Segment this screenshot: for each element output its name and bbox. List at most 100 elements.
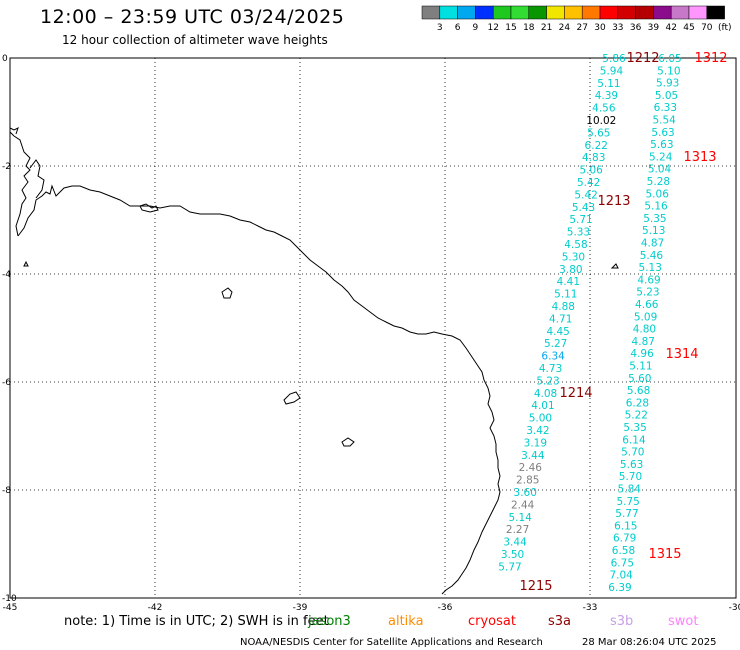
- wave-height-value: 5.68: [627, 385, 650, 397]
- colorbar-label: 3: [437, 23, 443, 33]
- wave-height-value: 10.02: [586, 115, 616, 127]
- generated-timestamp: 28 Mar 08:26:04 UTC 2025: [582, 637, 717, 648]
- colorbar-swatch: [439, 5, 458, 20]
- satellite-legend-swot: swot: [668, 614, 698, 629]
- map-title: 12:00 – 23:59 UTC 03/24/2025: [40, 6, 345, 28]
- wave-height-value: 4.66: [635, 299, 659, 311]
- colorbar-swatch: [457, 5, 476, 20]
- colorbar-swatch: [564, 5, 583, 20]
- longitude-tick: -30: [729, 603, 740, 613]
- colorbar-swatch: [546, 5, 565, 20]
- colorbar-swatch: [510, 5, 530, 20]
- wave-height-value: 5.65: [587, 127, 610, 139]
- latitude-tick: -8: [2, 486, 11, 496]
- latitude-tick: -2: [2, 162, 11, 172]
- wave-height-value: 5.23: [636, 287, 659, 299]
- wave-height-value: 5.04: [648, 164, 672, 176]
- wave-height-value: 6.22: [585, 140, 608, 152]
- wave-height-value: 4.87: [641, 238, 664, 250]
- longitude-tick: -36: [438, 603, 453, 613]
- wave-height-value: 6.15: [614, 520, 637, 532]
- colorbar-swatch: [581, 5, 601, 20]
- satellite-legend-s3b: s3b: [610, 614, 633, 629]
- wave-height-value: 4.80: [633, 324, 656, 336]
- units-note: note: 1) Time is in UTC; 2) SWH is in fe…: [64, 614, 329, 629]
- wave-height-value: 5.43: [572, 202, 595, 214]
- wave-height-value: 6.39: [608, 582, 631, 594]
- pass-time-label: 1315: [648, 547, 681, 562]
- longitude-tick: -45: [3, 603, 18, 613]
- wave-height-value: 2.44: [511, 499, 535, 511]
- wave-height-value: 5.42: [577, 177, 600, 189]
- colorbar-label: 21: [541, 23, 552, 33]
- wave-height-value: 3.44: [521, 450, 545, 462]
- wave-height-value: 5.16: [644, 201, 668, 213]
- satellite-legend-jason3: jason3: [307, 614, 351, 629]
- colorbar-label: 9: [473, 23, 479, 33]
- altimeter-track-east: 6.055.105.935.056.335.545.635.635.245.04…: [608, 53, 681, 594]
- longitude-tick: -42: [148, 603, 163, 613]
- wave-height-value: 6.33: [654, 102, 677, 114]
- wave-height-value: 5.33: [567, 227, 590, 239]
- wave-height-value: 5.71: [569, 214, 592, 226]
- wave-height-value: 5.06: [646, 188, 670, 200]
- wave-height-value: 5.10: [657, 65, 680, 77]
- wave-height-value: 5.46: [640, 250, 664, 262]
- wave-height-value: 5.09: [634, 311, 657, 323]
- colorbar-label: 39: [648, 23, 660, 33]
- satellite-legend-altika: altika: [388, 614, 424, 629]
- latitude-tick-labels: 0 -2 -4 -6 -8 -10: [2, 54, 17, 604]
- wave-height-value: 5.70: [621, 447, 644, 459]
- wave-height-value: 5.13: [642, 225, 665, 237]
- colorbar-label: 30: [594, 23, 606, 33]
- wave-height-value: 5.63: [651, 127, 674, 139]
- colorbar-label: 70: [701, 23, 713, 33]
- wave-height-value: 5.06: [579, 165, 603, 177]
- wave-height-value: 2.85: [516, 475, 539, 487]
- wave-height-value: 3.50: [501, 549, 524, 561]
- wave-height-value: 3.60: [514, 487, 537, 499]
- wave-height-value: 5.70: [619, 471, 642, 483]
- colorbar-swatch: [670, 5, 690, 20]
- wave-height-value: 5.13: [639, 262, 662, 274]
- wave-height-value: 2.27: [506, 524, 529, 536]
- colorbar-swatch: [492, 5, 512, 20]
- satellite-legend-s3a: s3a: [548, 614, 571, 629]
- pass-time-label: 1215: [519, 579, 552, 594]
- map-frame: [9, 57, 737, 599]
- wave-height-value: 7.04: [609, 570, 633, 582]
- wave-height-colorbar: 3 6 9 12 15 18 21 24 27 30 33 36 39 42 45 70 (ft): [421, 5, 732, 33]
- wave-height-value: 5.60: [628, 373, 651, 385]
- colorbar-swatch: [599, 5, 619, 20]
- wave-height-value: 4.58: [564, 239, 587, 251]
- wave-height-value: 5.35: [643, 213, 666, 225]
- wave-height-value: 5.05: [655, 90, 678, 102]
- satellite-legend: jason3 altika cryosat s3a s3b swot: [307, 614, 698, 629]
- wave-height-value: 5.93: [656, 78, 679, 90]
- pass-time-label: 1212: [626, 51, 659, 66]
- wave-height-value: 5.77: [498, 561, 521, 573]
- wave-height-value: 5.77: [615, 508, 638, 520]
- pass-time-label: 1312: [694, 51, 727, 66]
- coastline: [9, 127, 619, 595]
- wave-height-value: 4.56: [592, 103, 616, 115]
- wave-height-value: 6.34: [541, 351, 565, 363]
- wave-height-value: 4.88: [552, 301, 575, 313]
- wave-height-value: 5.24: [649, 151, 673, 163]
- pass-time-label: 1214: [559, 386, 592, 401]
- colorbar-label: 33: [612, 23, 623, 33]
- wave-height-value: 3.42: [526, 425, 549, 437]
- latitude-tick: -10: [2, 594, 17, 604]
- wave-height-value: 3.19: [524, 437, 547, 449]
- colorbar-label: 42: [665, 23, 676, 33]
- colorbar-swatch: [653, 5, 672, 20]
- wave-height-value: 2.46: [519, 462, 543, 474]
- wave-height-value: 5.75: [616, 496, 639, 508]
- colorbar-unit: (ft): [718, 23, 732, 33]
- wave-height-value: 5.94: [600, 65, 624, 77]
- satellite-legend-cryosat: cryosat: [468, 614, 516, 629]
- wave-height-value: 5.11: [597, 78, 620, 90]
- longitude-tick-labels: -45 -42 -39 -36 -33 -30: [3, 603, 740, 613]
- pass-time-label: 1213: [597, 194, 630, 209]
- colorbar-label: 27: [576, 23, 587, 33]
